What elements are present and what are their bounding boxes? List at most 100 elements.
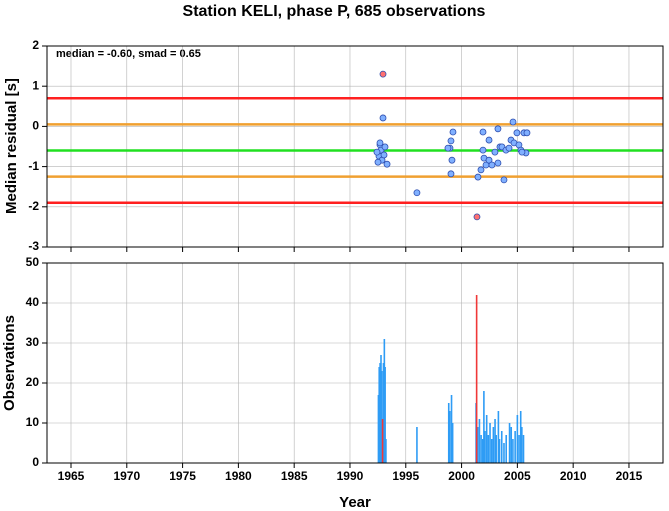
bar — [379, 363, 381, 463]
point — [379, 114, 387, 122]
point — [505, 144, 513, 152]
y-tick-label: 20 — [26, 375, 40, 389]
y-tick-label: 40 — [26, 295, 40, 309]
chart-title: Station KELI, phase P, 685 observations — [183, 3, 486, 20]
bar — [475, 295, 478, 463]
y-tick-label: 0 — [32, 119, 39, 133]
point — [474, 173, 482, 181]
bar — [447, 403, 450, 463]
y-tick-label: 10 — [26, 415, 40, 429]
point — [509, 118, 517, 126]
point — [449, 128, 457, 136]
y-tick-label: 0 — [32, 455, 39, 469]
bar — [514, 431, 516, 463]
point — [479, 128, 487, 136]
bar — [483, 391, 485, 463]
x-tick-label: 2000 — [448, 469, 475, 483]
x-tick-label: 2010 — [560, 469, 587, 483]
point — [380, 151, 388, 159]
y-axis-label: Median residual [s] — [3, 78, 20, 214]
y-tick-label: 30 — [26, 335, 40, 349]
x-tick-label: 1990 — [337, 469, 364, 483]
point — [447, 170, 455, 178]
y-tick-label: -2 — [28, 199, 39, 213]
point — [494, 159, 502, 167]
point — [488, 161, 496, 169]
point — [376, 139, 384, 147]
bar — [378, 367, 381, 463]
point — [444, 144, 452, 152]
point — [447, 137, 455, 145]
bar — [485, 415, 488, 463]
x-tick-label: 1985 — [281, 469, 308, 483]
y-tick-label: -1 — [28, 159, 39, 173]
bar — [522, 435, 525, 463]
bar — [487, 435, 490, 463]
x-tick-label: 1965 — [58, 469, 85, 483]
bar — [416, 427, 418, 463]
bar — [508, 423, 511, 463]
point — [494, 125, 502, 133]
point — [379, 70, 387, 78]
bar — [380, 371, 383, 463]
x-tick-label: 2015 — [616, 469, 643, 483]
annotation: median = -0.60, smad = 0.65 — [56, 48, 201, 60]
point — [373, 148, 381, 156]
bar — [500, 431, 503, 463]
x-tick-label: 1980 — [225, 469, 252, 483]
bar — [381, 419, 384, 463]
bar — [450, 395, 453, 463]
bar — [478, 419, 481, 463]
bar — [449, 411, 451, 463]
bar — [492, 427, 495, 463]
plot-frame — [46, 45, 664, 248]
bar — [516, 415, 519, 463]
point — [381, 143, 389, 151]
point — [513, 129, 521, 137]
bar — [521, 427, 523, 463]
y-tick-label: -3 — [28, 239, 39, 253]
bar — [385, 439, 387, 463]
point — [374, 158, 382, 166]
bar — [510, 427, 513, 463]
x-axis-label: Year — [339, 494, 371, 511]
point — [448, 156, 456, 164]
bar — [484, 431, 486, 463]
bar — [505, 435, 508, 463]
bar — [451, 423, 454, 463]
bar — [481, 439, 484, 463]
x-tick-label: 1975 — [169, 469, 196, 483]
y-tick-label: 50 — [26, 255, 40, 269]
point — [500, 176, 508, 184]
bar — [489, 423, 491, 463]
bar — [519, 411, 522, 463]
bar — [495, 435, 497, 463]
point — [479, 146, 487, 154]
bar — [384, 367, 386, 463]
point — [473, 213, 481, 221]
y-tick-label: 2 — [32, 38, 39, 52]
point — [477, 166, 485, 174]
bar — [503, 443, 505, 463]
point — [485, 136, 493, 144]
point — [491, 148, 499, 156]
point — [523, 129, 531, 137]
bar — [476, 427, 479, 463]
point — [413, 189, 421, 197]
x-tick-label: 1995 — [392, 469, 419, 483]
bar — [490, 439, 493, 463]
bar — [497, 411, 500, 463]
point — [485, 156, 493, 164]
x-tick-label: 2005 — [504, 469, 531, 483]
bar — [480, 435, 482, 463]
bar — [498, 439, 501, 463]
plot-frame — [46, 262, 664, 464]
bar — [512, 439, 514, 463]
y-tick-label: 1 — [32, 78, 39, 92]
point — [518, 148, 526, 156]
point — [383, 160, 391, 168]
bar — [494, 419, 496, 463]
bar — [382, 363, 385, 463]
y-axis-label: Observations — [1, 315, 18, 411]
